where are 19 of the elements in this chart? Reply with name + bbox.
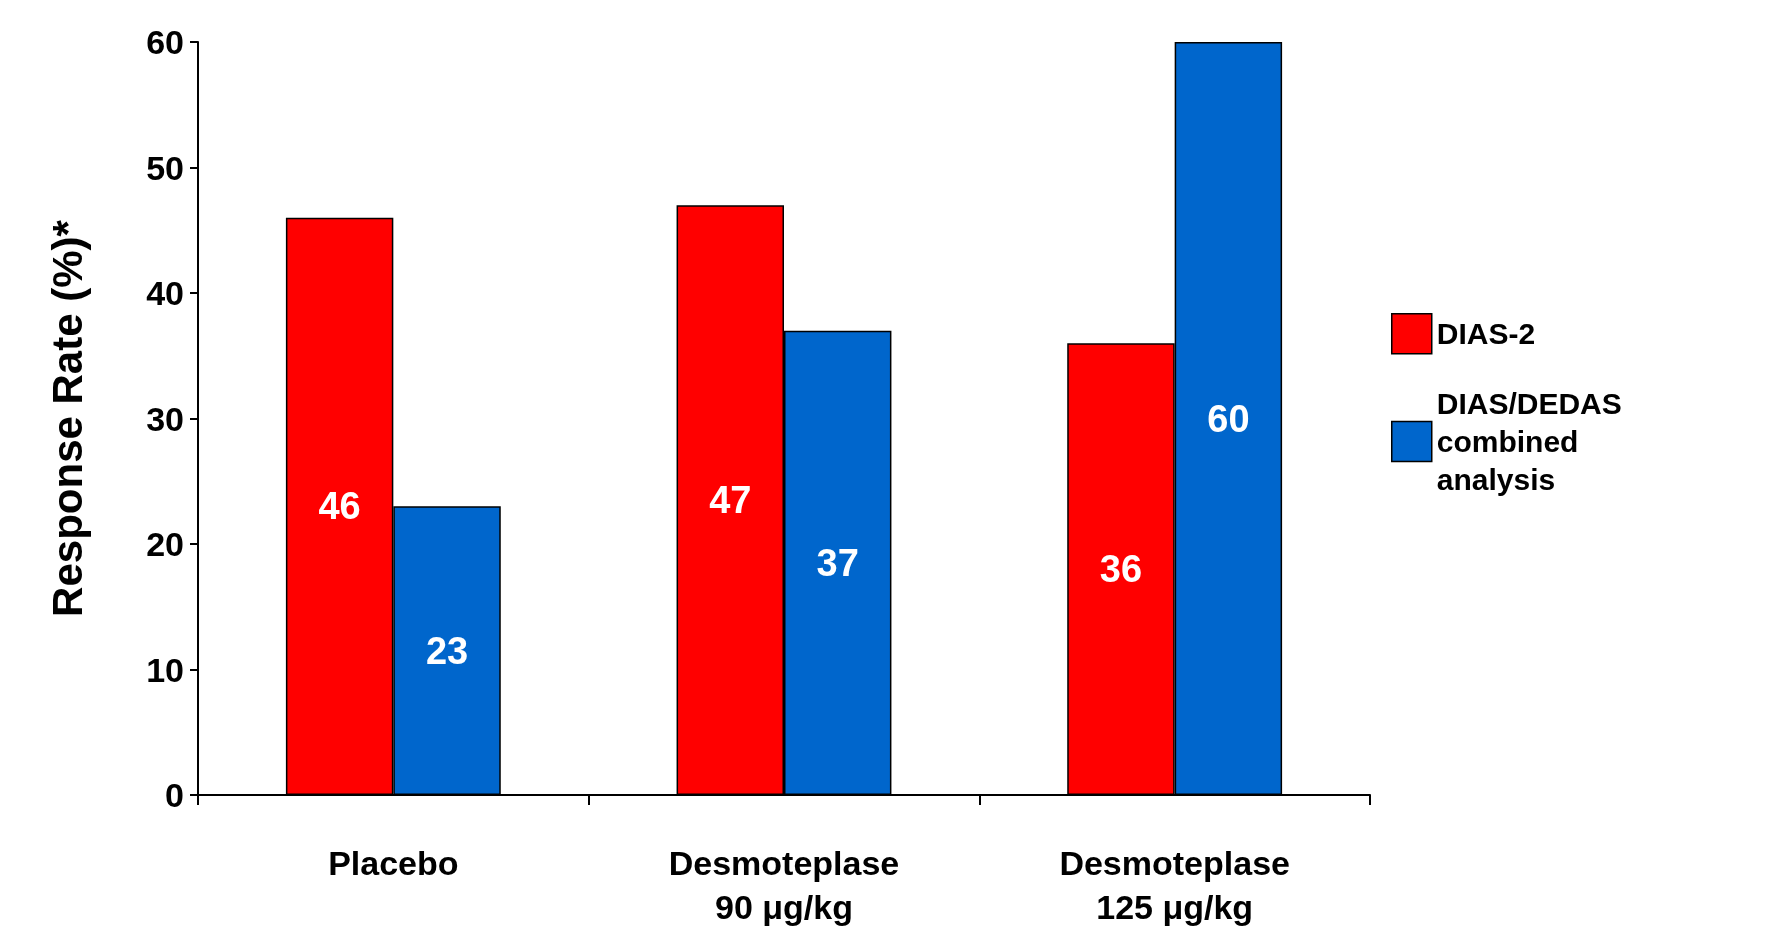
data-label: 47 (709, 479, 752, 522)
y-tick-label: 40 (146, 274, 184, 312)
legend-label: DIAS-2 (1436, 317, 1536, 351)
y-axis-title: Response Rate (%)* (43, 219, 91, 617)
x-tick-label: Desmoteplase 90 μg/kg (668, 844, 900, 926)
data-label: 23 (425, 629, 469, 672)
data-label: 60 (1207, 397, 1250, 440)
y-tick-label: 30 (146, 399, 184, 438)
y-tick-label: 60 (146, 23, 184, 61)
y-tick-label: 50 (146, 148, 184, 187)
x-tick-label: Placebo (328, 844, 459, 882)
y-tick-label: 20 (146, 525, 184, 563)
data-label: 46 (318, 485, 361, 528)
y-tick-label: 10 (146, 650, 184, 689)
data-label: 36 (1099, 548, 1143, 591)
x-tick-label: Desmoteplase 125 μg/kg (1059, 844, 1290, 926)
y-tick-label: 0 (165, 776, 184, 814)
legend-label: DIAS/DEDAS combined analysis (1436, 387, 1631, 496)
data-label: 37 (816, 541, 859, 584)
